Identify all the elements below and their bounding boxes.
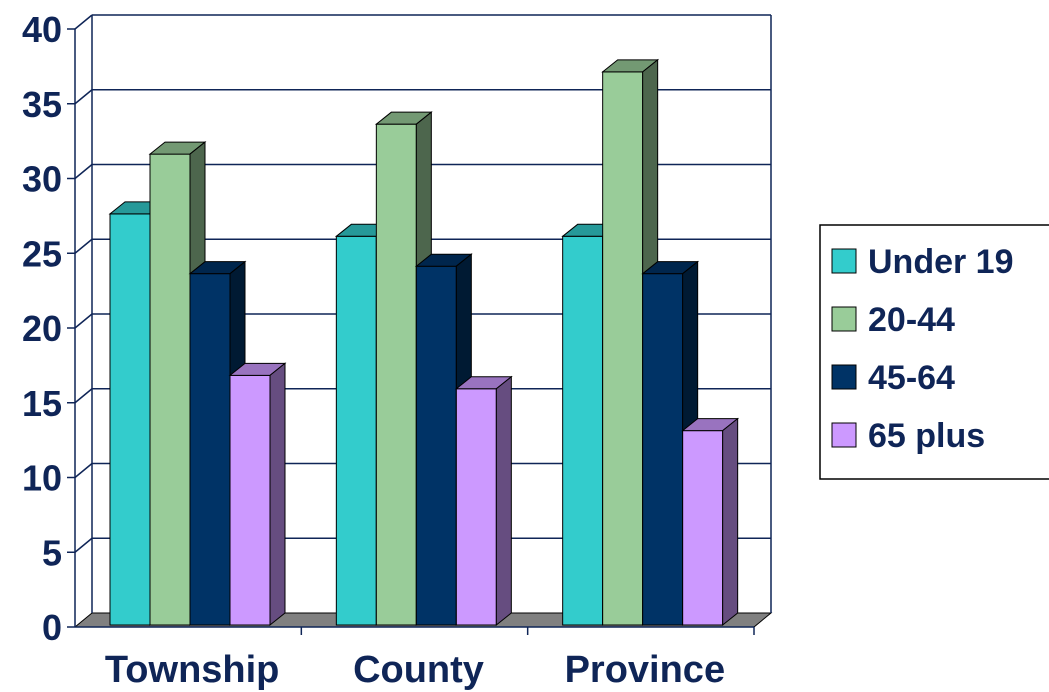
gridline-side <box>74 163 93 180</box>
legend-item: Under 19 <box>831 243 1014 281</box>
bar-front <box>642 273 684 626</box>
bar <box>681 417 740 627</box>
legend-label: 20-44 <box>868 301 955 339</box>
bar <box>148 141 207 627</box>
gridline-side <box>74 537 93 553</box>
gridline-side <box>74 462 93 479</box>
bar-front <box>682 430 724 626</box>
x-category-label: County <box>353 649 484 691</box>
legend: Under 19 20-44 45-64 65 plus <box>819 224 1049 480</box>
y-tick-label: 30 <box>22 159 62 200</box>
bar-side <box>269 362 286 627</box>
y-tick-label: 5 <box>42 532 62 573</box>
y-tick-label: 0 <box>42 607 62 648</box>
bar-side <box>495 375 512 627</box>
legend-item: 45-64 <box>831 359 955 397</box>
legend-item: 20-44 <box>831 301 955 339</box>
bars <box>108 58 740 627</box>
gridline-side <box>74 238 93 254</box>
y-tick-label: 40 <box>22 9 62 50</box>
x-category-labels: Township County Province <box>105 649 725 691</box>
gridline-side <box>74 388 93 404</box>
bar <box>454 375 513 627</box>
bar-front <box>189 273 231 626</box>
y-tick-label: 15 <box>22 383 62 424</box>
bar <box>228 362 287 627</box>
bar-side <box>722 417 739 627</box>
bar-front <box>415 265 457 626</box>
y-tick-label: 10 <box>22 458 62 499</box>
legend-label: 45-64 <box>868 359 955 397</box>
y-tick-label: 20 <box>22 308 62 349</box>
bar-front <box>455 388 497 626</box>
legend-swatch <box>831 422 857 448</box>
legend-box <box>819 224 1049 480</box>
bar-front <box>602 71 644 626</box>
y-tick-label: 25 <box>22 233 62 274</box>
gridline-side <box>74 14 93 30</box>
bar-front <box>375 123 417 626</box>
legend-swatch <box>831 306 857 332</box>
legend-label: 65 plus <box>868 417 985 455</box>
y-tick-labels: 0 5 10 15 20 25 30 35 40 <box>22 9 62 648</box>
y-tick-label: 35 <box>22 84 62 125</box>
bar-front <box>335 235 377 626</box>
bar-front <box>562 235 604 626</box>
legend-label: Under 19 <box>868 243 1014 281</box>
x-category-label: Township <box>105 649 280 691</box>
bar-front <box>149 153 191 626</box>
legend-swatch <box>831 364 857 390</box>
legend-swatch <box>831 248 857 274</box>
x-category-label: Province <box>565 649 726 691</box>
axes <box>67 15 772 635</box>
gridline-side <box>74 89 93 105</box>
legend-item: 65 plus <box>831 417 985 455</box>
bar-front <box>109 213 151 626</box>
bar-front <box>229 374 271 626</box>
gridline-side <box>74 313 93 329</box>
